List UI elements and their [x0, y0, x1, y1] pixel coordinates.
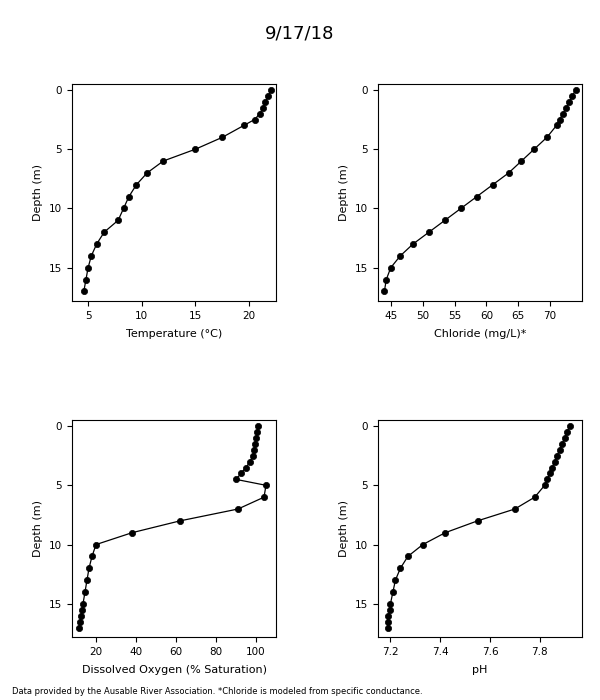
Text: 9/17/18: 9/17/18: [265, 25, 335, 43]
Y-axis label: Depth (m): Depth (m): [34, 500, 43, 557]
X-axis label: Chloride (mg/L)*: Chloride (mg/L)*: [434, 329, 526, 339]
Y-axis label: Depth (m): Depth (m): [340, 164, 349, 221]
X-axis label: Dissolved Oxygen (% Saturation): Dissolved Oxygen (% Saturation): [82, 665, 266, 675]
X-axis label: Temperature (°C): Temperature (°C): [126, 329, 222, 339]
Text: Data provided by the Ausable River Association. *Chloride is modeled from specif: Data provided by the Ausable River Assoc…: [12, 687, 422, 696]
Y-axis label: Depth (m): Depth (m): [340, 500, 349, 557]
Y-axis label: Depth (m): Depth (m): [34, 164, 43, 221]
X-axis label: pH: pH: [472, 665, 488, 675]
